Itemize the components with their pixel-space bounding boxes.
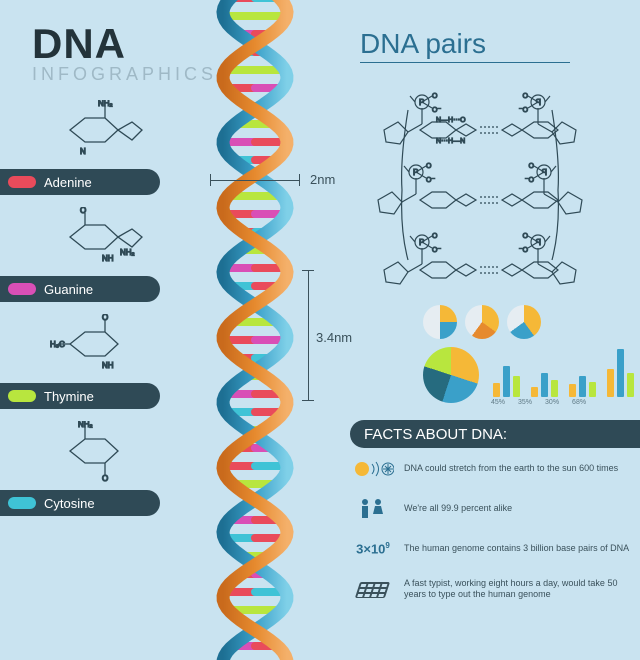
bar-label: 35% bbox=[518, 399, 532, 406]
sun-icon bbox=[352, 455, 394, 483]
fact-text: We're all 99.9 percent alike bbox=[404, 503, 512, 514]
svg-text:O: O bbox=[80, 207, 86, 215]
base-label: Cytosine bbox=[0, 490, 160, 516]
bar bbox=[541, 373, 548, 398]
svg-text:NH₂: NH₂ bbox=[120, 248, 135, 257]
bases-column: NH₂ N Adenine O NH₂ NH Guanine H₃C O NH Thymi… bbox=[0, 100, 190, 528]
base-thymine: H₃C O NH Thymine bbox=[0, 314, 190, 409]
svg-text:N—H⋯O: N—H⋯O bbox=[436, 117, 466, 124]
base-label: Guanine bbox=[0, 276, 160, 302]
dim-pitch-label: 3.4nm bbox=[316, 330, 352, 345]
svg-text:NH: NH bbox=[102, 254, 114, 263]
svg-text:O: O bbox=[426, 163, 432, 170]
bar bbox=[493, 383, 500, 397]
svg-text:O: O bbox=[432, 233, 438, 240]
fact-text: The human genome contains 3 billion base… bbox=[404, 543, 629, 554]
base-cytosine: NH₂ O Cytosine bbox=[0, 421, 190, 516]
bar bbox=[513, 376, 520, 397]
base-pill-icon bbox=[8, 497, 36, 509]
svg-text:O⁻: O⁻ bbox=[519, 107, 528, 114]
svg-text:NH₂: NH₂ bbox=[78, 421, 93, 429]
small-pie bbox=[423, 305, 457, 339]
bar bbox=[607, 369, 614, 397]
svg-text:O⁻: O⁻ bbox=[519, 247, 528, 254]
title-sub: INFOGRAPHICS bbox=[32, 64, 217, 85]
right-header: DNA pairs bbox=[360, 28, 570, 63]
fact-text: A fast typist, working eight hours a day… bbox=[404, 578, 632, 601]
svg-text:O⁻: O⁻ bbox=[432, 107, 441, 114]
bar bbox=[627, 373, 634, 398]
molecule-diagram: NH₂ N bbox=[40, 100, 160, 162]
molecule-diagram: O NH₂ NH bbox=[40, 207, 160, 269]
fact-row: We're all 99.9 percent alike bbox=[352, 495, 632, 523]
bar bbox=[531, 387, 538, 398]
bar bbox=[579, 376, 586, 397]
svg-text:NH₂: NH₂ bbox=[98, 100, 113, 108]
base-name: Guanine bbox=[44, 282, 93, 297]
svg-text:H₃C: H₃C bbox=[50, 340, 65, 349]
svg-text:N: N bbox=[80, 147, 86, 156]
dim-pitch-line bbox=[308, 270, 309, 400]
dna-helix bbox=[210, 0, 300, 640]
base-pill-icon bbox=[8, 283, 36, 295]
svg-text:NH: NH bbox=[102, 361, 114, 370]
base-guanine: O NH₂ NH Guanine bbox=[0, 207, 190, 302]
facts-list: DNA could stretch from the earth to the … bbox=[352, 455, 632, 615]
svg-text:O: O bbox=[102, 314, 108, 322]
base-pill-icon bbox=[8, 176, 36, 188]
small-pies bbox=[423, 305, 620, 344]
molecule-diagram: H₃C O NH bbox=[40, 314, 160, 376]
svg-text:N⋯H—N: N⋯H—N bbox=[436, 138, 465, 145]
bar-labels: 45% 35% 30% 68% bbox=[491, 399, 586, 406]
big-pie bbox=[423, 347, 479, 403]
fact-row: 3×109 The human genome contains 3 billio… bbox=[352, 535, 632, 563]
base-label: Thymine bbox=[0, 383, 160, 409]
stat-number: 3×109 bbox=[356, 541, 390, 556]
base-pill-icon bbox=[8, 390, 36, 402]
svg-text:O: O bbox=[522, 93, 528, 100]
bar bbox=[589, 382, 596, 397]
fact-text: DNA could stretch from the earth to the … bbox=[404, 463, 618, 474]
base-name: Adenine bbox=[44, 175, 92, 190]
base-label: Adenine bbox=[0, 169, 160, 195]
stat-icon: 3×109 bbox=[352, 535, 394, 563]
base-name: Thymine bbox=[44, 389, 94, 404]
dim-width-line bbox=[210, 180, 300, 181]
facts-header: FACTS ABOUT DNA: bbox=[350, 420, 640, 448]
svg-text:O⁻: O⁻ bbox=[426, 177, 435, 184]
fact-row: A fast typist, working eight hours a day… bbox=[352, 575, 632, 603]
bar bbox=[617, 349, 624, 397]
keyboard-icon bbox=[352, 575, 394, 603]
small-pie bbox=[465, 305, 499, 339]
base-name: Cytosine bbox=[44, 496, 95, 511]
svg-text:O⁻: O⁻ bbox=[525, 177, 534, 184]
svg-text:O: O bbox=[522, 233, 528, 240]
bar-label: 45% bbox=[491, 399, 505, 406]
svg-text:O: O bbox=[102, 474, 108, 483]
molecule-diagram: NH₂ O bbox=[40, 421, 160, 483]
bar-label: 68% bbox=[572, 399, 586, 406]
bar-label: 30% bbox=[545, 399, 559, 406]
title-block: DNA INFOGRAPHICS bbox=[32, 20, 217, 85]
title-main: DNA bbox=[32, 20, 217, 68]
people-icon bbox=[352, 495, 394, 523]
bar bbox=[503, 366, 510, 398]
bar bbox=[569, 384, 576, 397]
fact-row: DNA could stretch from the earth to the … bbox=[352, 455, 632, 483]
pair-diagram: P OO⁻ P OO⁻ P OO⁻ P OO⁻ bbox=[350, 70, 610, 300]
charts-block: 45% 35% 30% 68% bbox=[423, 305, 620, 405]
svg-text:O: O bbox=[432, 93, 438, 100]
bar bbox=[551, 380, 558, 398]
small-pie bbox=[507, 305, 541, 339]
dim-width-label: 2nm bbox=[310, 172, 335, 187]
bar-chart bbox=[493, 347, 640, 397]
base-adenine: NH₂ N Adenine bbox=[0, 100, 190, 195]
svg-text:O⁻: O⁻ bbox=[432, 247, 441, 254]
svg-text:O: O bbox=[528, 163, 534, 170]
